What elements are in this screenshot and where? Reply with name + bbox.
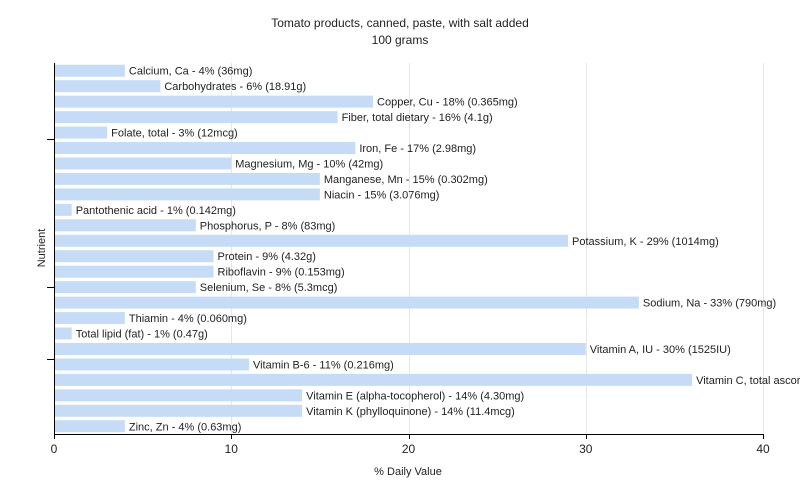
x-tick-label: 10 <box>225 442 239 456</box>
bar-label: Folate, total - 3% (12mcg) <box>111 128 238 140</box>
bar <box>55 142 356 155</box>
bar <box>55 172 320 185</box>
bar <box>55 234 569 247</box>
x-tick-label: 0 <box>51 442 58 456</box>
bar <box>55 404 303 417</box>
bar <box>55 296 639 309</box>
bar-label: Pantothenic acid - 1% (0.142mg) <box>76 205 236 217</box>
bar <box>55 250 214 263</box>
bar-label: Vitamin K (phylloquinone) - 14% (11.4mcg… <box>306 406 515 418</box>
bar <box>55 281 196 294</box>
bar <box>55 312 125 325</box>
bar-label: Vitamin B-6 - 11% (0.216mg) <box>253 359 394 371</box>
x-tick-label: 40 <box>756 442 770 456</box>
bar-label: Copper, Cu - 18% (0.365mg) <box>377 97 518 109</box>
bar-label: Sodium, Na - 33% (790mg) <box>643 298 776 310</box>
bar-label: Protein - 9% (4.32g) <box>218 251 316 263</box>
bar-label: Vitamin A, IU - 30% (1525IU) <box>590 344 731 356</box>
bar-label: Vitamin C, total ascorbic acid - 36% (21… <box>696 375 800 387</box>
bar-label: Phosphorus, P - 8% (83mg) <box>200 220 336 232</box>
chart-subtitle: 100 grams <box>371 33 429 47</box>
bar-label: Total lipid (fat) - 1% (0.47g) <box>76 329 208 341</box>
bar-label: Manganese, Mn - 15% (0.302mg) <box>324 174 488 186</box>
bar <box>55 188 320 201</box>
bar-label: Riboflavin - 9% (0.153mg) <box>218 267 345 279</box>
bar-label: Iron, Fe - 17% (2.98mg) <box>359 143 476 155</box>
bar <box>55 420 125 433</box>
chart-title: Tomato products, canned, paste, with sal… <box>271 16 529 30</box>
bar-label: Carbohydrates - 6% (18.91g) <box>164 81 306 93</box>
bar <box>55 342 586 355</box>
bar-label: Zinc, Zn - 4% (0.63mg) <box>129 421 241 433</box>
bar-label: Thiamin - 4% (0.060mg) <box>129 313 247 325</box>
bar-label: Selenium, Se - 8% (5.3mcg) <box>200 282 338 294</box>
bar-label: Vitamin E (alpha-tocopherol) - 14% (4.30… <box>306 390 524 402</box>
bar-label: Fiber, total dietary - 16% (4.1g) <box>342 112 493 124</box>
bar-label: Potassium, K - 29% (1014mg) <box>572 236 719 248</box>
x-tick-label: 20 <box>402 442 416 456</box>
bar <box>55 64 125 77</box>
bar <box>55 358 249 371</box>
x-axis-label: % Daily Value <box>374 466 442 478</box>
bar <box>55 373 693 386</box>
x-tick-label: 30 <box>579 442 593 456</box>
bar <box>55 95 374 108</box>
bar <box>55 203 72 216</box>
bar <box>55 219 196 232</box>
bar <box>55 111 338 124</box>
bar <box>55 157 232 170</box>
bar <box>55 327 72 340</box>
bar <box>55 126 108 139</box>
bar-label: Niacin - 15% (3.076mg) <box>324 189 440 201</box>
bar <box>55 80 161 93</box>
bar <box>55 389 303 402</box>
bar-label: Magnesium, Mg - 10% (42mg) <box>235 158 383 170</box>
bar <box>55 265 214 278</box>
plot-area <box>54 63 763 434</box>
bar-label: Calcium, Ca - 4% (36mg) <box>129 66 252 78</box>
